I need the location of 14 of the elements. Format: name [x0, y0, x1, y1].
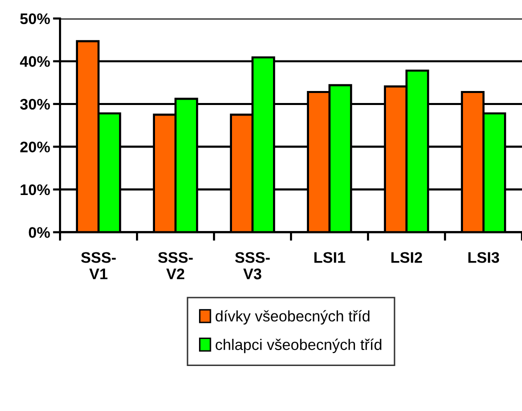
y-tick-label: 20% — [20, 142, 50, 152]
y-tick-label: 0% — [28, 227, 50, 238]
y-tick-label: 10% — [20, 184, 50, 196]
x-tick-label: SSS- V1 — [81, 252, 116, 280]
y-tick-label: 30% — [20, 98, 50, 110]
x-tick-label: LSI3 — [468, 252, 500, 263]
x-tick-label: SSS- V2 — [158, 252, 193, 280]
x-tick-label: LSI1 — [314, 252, 346, 263]
legend-label: chlapci všeobecných tříd — [216, 338, 382, 354]
x-tick-label: LSI2 — [391, 252, 422, 263]
x-tick-label: SSS- V3 — [235, 252, 270, 280]
legend-label: dívky všeobecných tříd — [216, 310, 370, 325]
y-tick-label: 50% — [20, 13, 50, 24]
y-tick-label: 40% — [20, 56, 50, 67]
